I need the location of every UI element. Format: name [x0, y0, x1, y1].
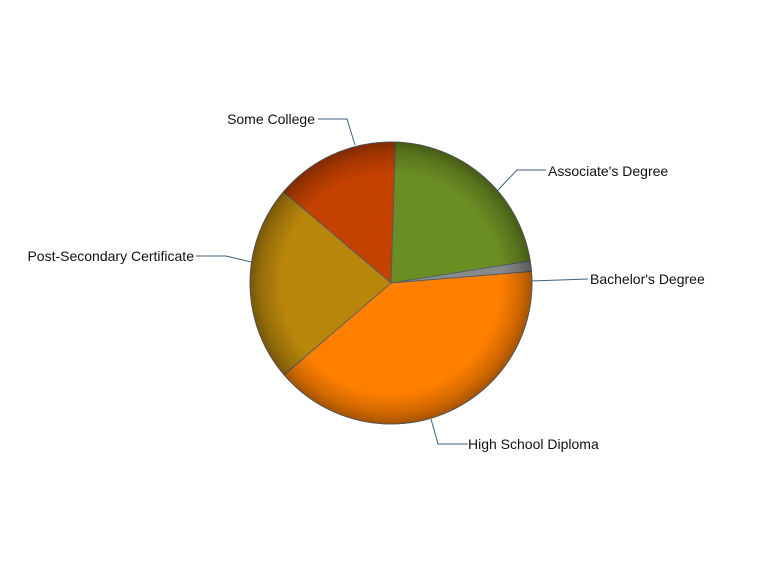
slice-label-bachelor-s-degree: Bachelor's Degree — [590, 271, 705, 287]
slice-label-associate-s-degree: Associate's Degree — [548, 163, 668, 179]
slice-label-post-secondary-certificate: Post-Secondary Certificate — [27, 248, 194, 264]
leader-line-bachelor-s-degree — [530, 278, 589, 282]
leader-line-high-school-diploma — [430, 418, 468, 445]
leaders-layer — [196, 118, 589, 445]
leader-line-some-college — [318, 118, 356, 146]
pie-slice-associate-s-degree[interactable] — [390, 141, 531, 284]
pie-outline — [249, 141, 533, 425]
labels-layer: Bachelor's Degree Associate's Degree Some … — [27, 111, 704, 452]
leader-line-post-secondary-certificate — [196, 255, 252, 263]
slice-label-some-college: Some College — [227, 111, 315, 127]
slices-layer — [249, 141, 533, 425]
slice-label-high-school-diploma: High School Diploma — [468, 436, 599, 452]
leader-line-associate-s-degree — [496, 169, 546, 192]
